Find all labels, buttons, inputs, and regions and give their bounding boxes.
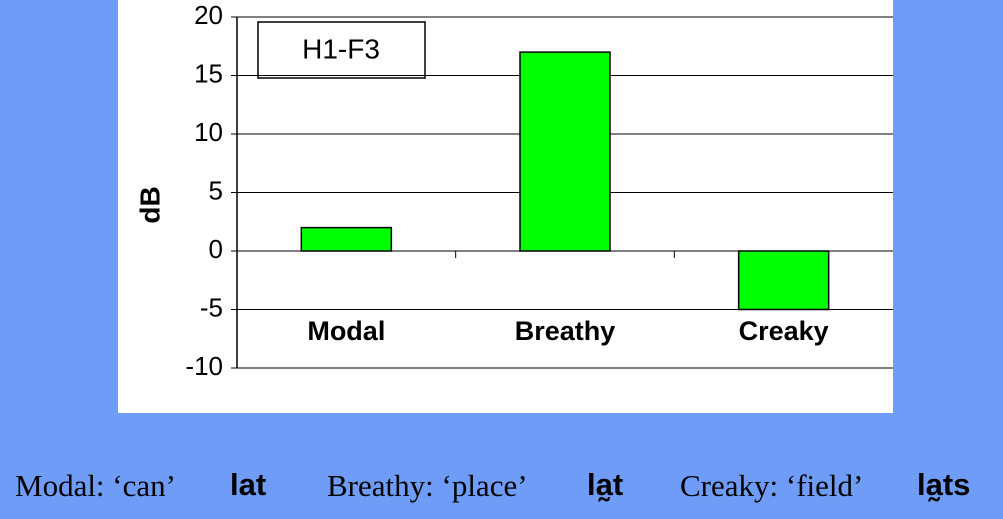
bar [737, 250, 830, 311]
y-tick-label: -10 [185, 351, 223, 381]
y-tick-label: 20 [194, 0, 223, 30]
y-tick-label: 5 [209, 175, 223, 205]
caption-label: Modal: ‘can’ [15, 468, 176, 503]
y-tick-label: 10 [194, 117, 223, 147]
x-tick-label: Breathy [515, 316, 616, 346]
chart-title: H1-F3 [302, 33, 380, 64]
chart-area [118, 0, 893, 413]
y-tick-label: 0 [209, 234, 223, 264]
caption-word: la̰t [587, 467, 623, 502]
caption-word: lat [230, 467, 266, 502]
caption-label: Creaky: ‘field’ [680, 468, 863, 503]
plot: -10 -5 0 5 10 15 20 Modal Breathy Creaky [185, 0, 893, 381]
y-axis-label: dB [134, 186, 165, 223]
title-box [257, 21, 426, 79]
bar [300, 226, 393, 252]
y-tick-label: -5 [200, 292, 223, 322]
caption-label: Breathy: ‘place’ [327, 468, 528, 503]
bar [519, 51, 611, 252]
y-tick-label: 15 [194, 58, 223, 88]
x-tick-label: Creaky [739, 316, 829, 346]
caption-word: la̰ts [917, 467, 970, 502]
x-tick-label: Modal [307, 316, 385, 346]
